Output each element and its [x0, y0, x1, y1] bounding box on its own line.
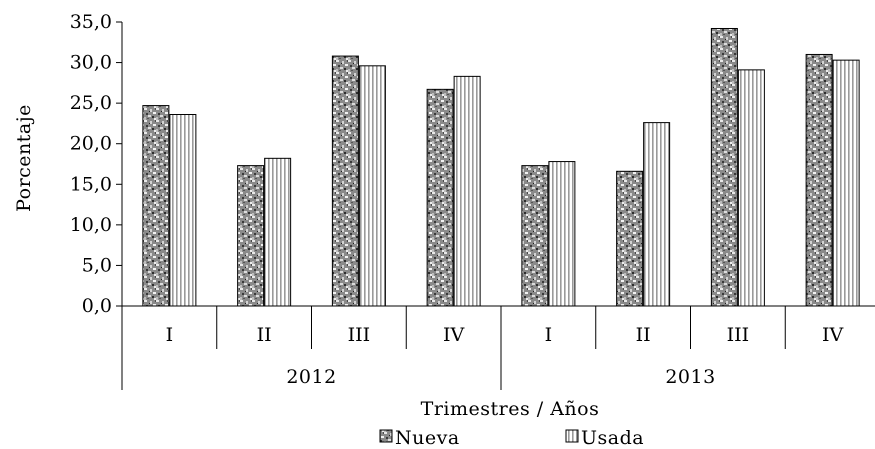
year-labels: 2012 2013	[286, 366, 715, 388]
y-tick-label: 35,0	[70, 11, 112, 33]
y-tick-label: 0,0	[82, 295, 112, 317]
y-axis-ticks: 0,0 5,0 10,0 15,0 20,0 25,0 30,0 35,0	[70, 11, 122, 317]
axes	[121, 22, 875, 390]
x-tick-label: III	[727, 324, 750, 346]
bar-usada-7	[832, 59, 860, 307]
year-label: 2013	[665, 366, 715, 388]
x-tick-label: IV	[822, 324, 844, 346]
legend-swatch-nueva	[379, 429, 393, 443]
bar-nueva-6	[710, 27, 738, 307]
legend-swatch-usada	[565, 429, 579, 443]
bar-usada-4	[548, 161, 576, 307]
bar-nueva-4	[521, 165, 549, 307]
bar-usada-2	[358, 65, 386, 307]
bar-usada-1	[264, 157, 292, 307]
year-label: 2012	[286, 366, 336, 388]
y-tick-label: 25,0	[70, 92, 112, 114]
bar-usada-3	[453, 75, 481, 307]
x-tick-label: IV	[443, 324, 465, 346]
bar-nueva-7	[805, 53, 833, 307]
y-tick-label: 15,0	[70, 173, 112, 195]
bar-nueva-1	[237, 165, 265, 307]
legend-label-usada: Usada	[581, 427, 644, 449]
bar-nueva-0	[142, 105, 170, 307]
bar-nueva-5	[616, 170, 644, 307]
bar-nueva-3	[426, 88, 454, 307]
y-axis-title: Porcentaje	[13, 104, 35, 212]
category-labels: I II III IV I II III IV	[166, 324, 844, 346]
legend: Nueva Usada	[379, 427, 644, 449]
x-axis-title: Trimestres / Años	[421, 398, 600, 420]
x-tick-label: I	[166, 324, 174, 346]
bar-usada-5	[643, 122, 671, 307]
x-tick-label: I	[545, 324, 553, 346]
x-tick-label: II	[636, 324, 651, 346]
x-tick-label: III	[348, 324, 371, 346]
y-tick-label: 30,0	[70, 52, 112, 74]
x-tick-label: II	[257, 324, 272, 346]
y-tick-label: 5,0	[82, 254, 112, 276]
y-tick-label: 10,0	[70, 214, 112, 236]
bar-nueva-2	[331, 55, 359, 307]
bars	[142, 27, 860, 307]
bar-usada-0	[169, 114, 197, 307]
bar-usada-6	[737, 69, 765, 307]
y-tick-label: 20,0	[70, 133, 112, 155]
legend-label-nueva: Nueva	[395, 427, 460, 449]
